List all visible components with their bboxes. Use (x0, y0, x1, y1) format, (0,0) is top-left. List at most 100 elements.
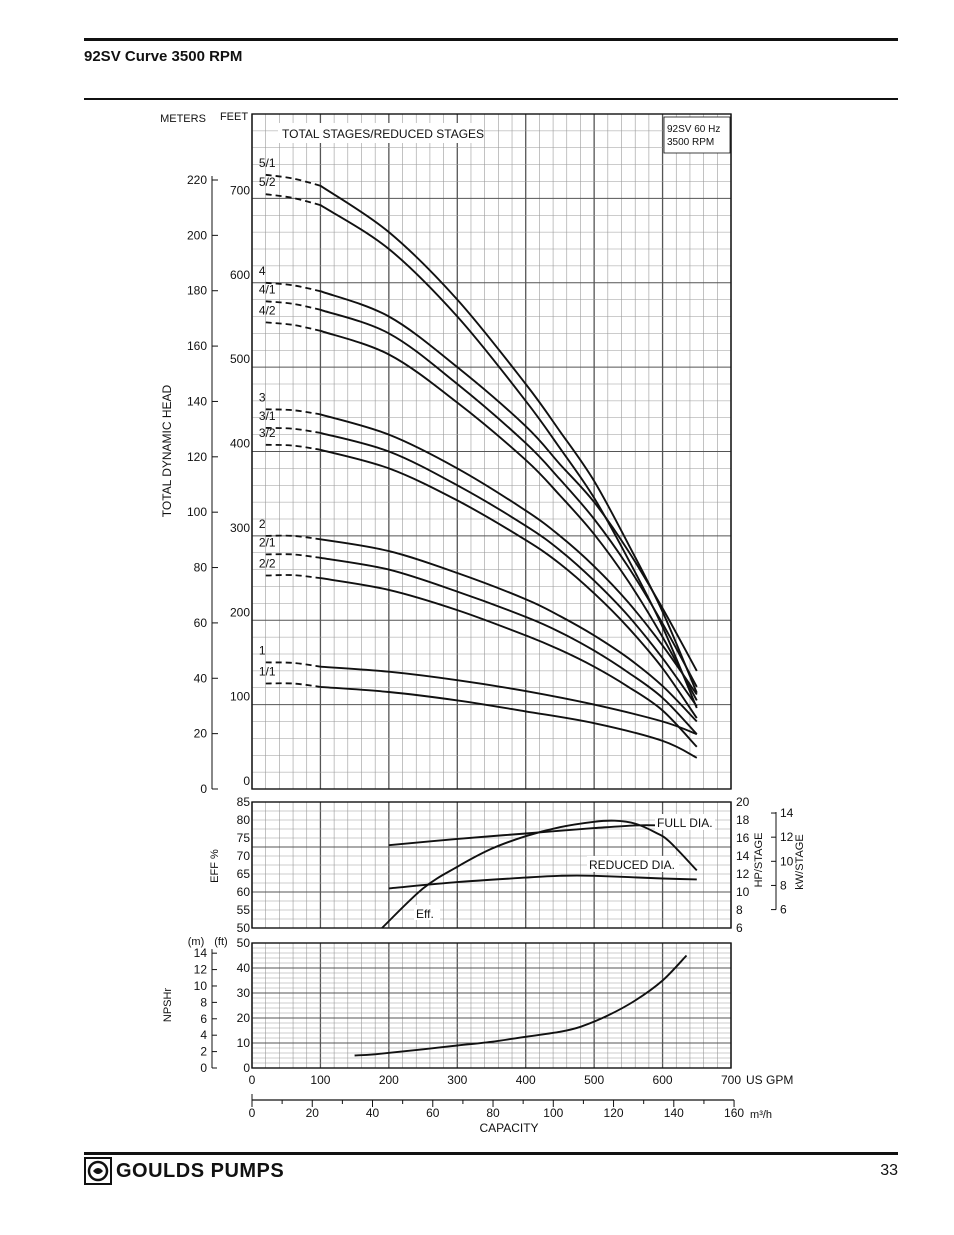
meters-tick-label: 60 (194, 616, 208, 630)
meters-tick-label: 20 (194, 727, 208, 741)
npsh-meters-unit: (m) (188, 936, 205, 948)
brand-logo: GOULDS PUMPS (84, 1155, 284, 1187)
kw-tick-label: 14 (780, 806, 794, 820)
meters-tick-label: 100 (187, 505, 207, 519)
meters-tick-label: 180 (187, 284, 207, 298)
eff-tick-label: 85 (237, 795, 251, 809)
m3h-tick-label: 20 (306, 1106, 320, 1120)
eff-curve-label: Eff. (416, 907, 434, 921)
full-dia-label: FULL DIA. (657, 816, 713, 830)
model-box (663, 116, 731, 154)
eff-tick-label: 60 (237, 885, 251, 899)
capacity-label: CAPACITY (479, 1121, 538, 1135)
kw-tick-label: 12 (780, 830, 794, 844)
stage-label-1: 1 (259, 643, 266, 657)
meters-tick-label: 140 (187, 394, 207, 408)
eff-tick-label: 80 (237, 813, 251, 827)
gpm-tick-label: 500 (584, 1073, 604, 1087)
meters-tick-label: 40 (194, 671, 208, 685)
legend-title-bg (278, 123, 482, 143)
kw-tick-label: 6 (780, 903, 787, 917)
eff-tick-label: 75 (237, 831, 251, 845)
eff-tick-label: 70 (237, 849, 251, 863)
stage-label-4: 4 (259, 264, 266, 278)
feet-tick-label: 700 (230, 183, 250, 197)
m3h-tick-label: 100 (543, 1106, 563, 1120)
hp-tick-label: 18 (736, 813, 750, 827)
model-box-line1: 92SV 60 Hz (667, 124, 720, 135)
stage-label-4/2: 4/2 (259, 303, 276, 317)
head-curve-3/1 (320, 431, 698, 707)
head-curve-2/2 (320, 577, 698, 748)
gpm-tick-label: 300 (447, 1073, 467, 1087)
hp-tick-label: 14 (736, 849, 750, 863)
hp-tick-label: 6 (736, 921, 743, 935)
stage-label-3/2: 3/2 (259, 426, 276, 440)
npsh-meters-tick-label: 14 (194, 946, 208, 960)
head-curve-4/1 (320, 308, 698, 688)
stage-label-3/1: 3/1 (259, 409, 276, 423)
hp-tick-label: 8 (736, 903, 743, 917)
m3h-tick-label: 80 (486, 1106, 500, 1120)
head-curve-1/1 (320, 685, 698, 759)
gpm-tick-label: 100 (310, 1073, 330, 1087)
head-grid-frame (251, 113, 732, 790)
goulds-logo-icon (84, 1157, 112, 1185)
hp-axis-label: HP/STAGE (753, 833, 765, 888)
legend-title: TOTAL STAGES/REDUCED STAGES (282, 127, 484, 141)
npsh-feet-tick-label: 30 (237, 986, 251, 1000)
brand-name: GOULDS PUMPS (116, 1159, 285, 1182)
gpm-tick-label: 600 (653, 1073, 673, 1087)
stage-label-5/2: 5/2 (259, 175, 276, 189)
head-curve-3/2 (320, 448, 698, 719)
npsh-feet-tick-label: 20 (237, 1011, 251, 1025)
page-number: 33 (880, 1162, 898, 1179)
m3h-tick-label: 160 (724, 1106, 744, 1120)
stage-label-5/1: 5/1 (259, 156, 276, 170)
head-curve-3 (320, 413, 698, 696)
top-rule (84, 38, 898, 41)
hp-tick-label: 12 (736, 867, 750, 881)
feet-unit-label: FEET (220, 111, 248, 123)
m3h-tick-label: 40 (366, 1106, 380, 1120)
gpm-tick-label: 0 (249, 1073, 256, 1087)
eff-tick-label: 55 (237, 903, 251, 917)
kw-tick-label: 10 (780, 854, 794, 868)
stage-label-2: 2 (259, 517, 266, 531)
npsh-feet-unit: (ft) (214, 936, 227, 948)
eff-tick-label: 65 (237, 867, 251, 881)
page-title: 92SV Curve 3500 RPM (84, 48, 243, 65)
m3h-tick-label: 0 (249, 1106, 256, 1120)
eff-curve-reduced-dia- (388, 874, 697, 890)
head-curve-1 (320, 665, 698, 736)
feet-tick-label: 600 (230, 268, 250, 282)
head-axis-label: TOTAL DYNAMIC HEAD (160, 384, 174, 517)
stage-label-2/2: 2/2 (259, 557, 276, 571)
feet-tick-label: 500 (230, 352, 250, 366)
stage-label-1/1: 1/1 (259, 665, 276, 679)
npsh-feet-tick-label: 0 (243, 1061, 250, 1075)
m3h-tick-label: 60 (426, 1106, 440, 1120)
feet-tick-label: 400 (230, 437, 250, 451)
stage-label-4/1: 4/1 (259, 282, 276, 296)
npsh-meters-tick-label: 8 (200, 995, 207, 1009)
stage-label-2/1: 2/1 (259, 535, 276, 549)
meters-tick-label: 200 (187, 228, 207, 242)
npsh-feet-tick-label: 40 (237, 961, 251, 975)
head-curve-4/2 (320, 329, 698, 701)
meters-unit-label: METERS (160, 113, 206, 125)
npsh-meters-tick-label: 12 (194, 963, 208, 977)
npsh-meters-tick-label: 6 (200, 1012, 207, 1026)
npsh-meters-tick-label: 2 (200, 1045, 207, 1059)
npsh-meters-tick-label: 4 (200, 1028, 207, 1042)
eff-grid-frame (251, 801, 732, 929)
eff-curve-full-dia- (388, 824, 697, 847)
eff-curve-eff- (381, 819, 698, 929)
meters-tick-label: 160 (187, 339, 207, 353)
gpm-tick-label: 400 (516, 1073, 536, 1087)
footer-rule (84, 1152, 898, 1155)
reduced-dia-label: REDUCED DIA. (589, 858, 675, 872)
meters-tick-label: 220 (187, 173, 207, 187)
meters-tick-label: 80 (194, 561, 208, 575)
